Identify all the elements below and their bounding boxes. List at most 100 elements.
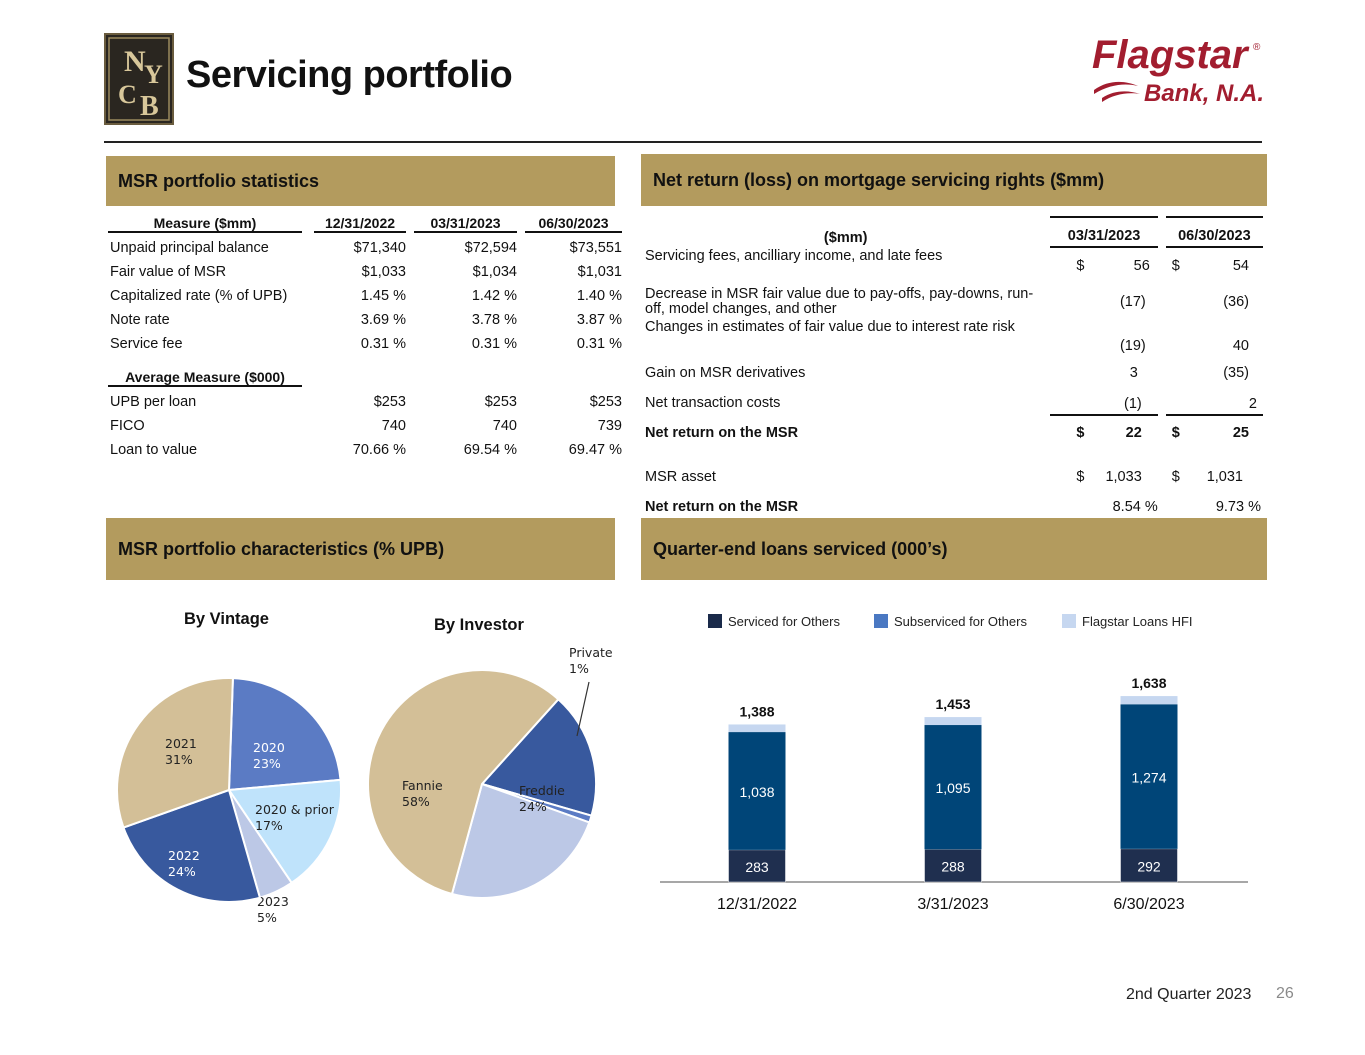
row-label: Fair value of MSR bbox=[110, 264, 227, 280]
bar-value-label: 1,274 bbox=[1131, 770, 1166, 786]
table-row-total: Net return on the MSR $ 22 $ 25 bbox=[641, 418, 1263, 448]
pie-slice-freddie bbox=[450, 782, 591, 899]
section-msr-characteristics: MSR portfolio characteristics (% UPB) bbox=[106, 518, 615, 580]
bar-segment-serviced bbox=[924, 849, 982, 883]
legend-swatch bbox=[708, 614, 722, 628]
pie-label: Freddie bbox=[519, 783, 565, 798]
pie-percent: 23% bbox=[253, 756, 281, 771]
column-header: Measure ($mm) bbox=[108, 215, 302, 233]
row-label: FICO bbox=[110, 418, 145, 434]
table-row: Gain on MSR derivatives 3 (35) bbox=[641, 358, 1263, 388]
cell-value: $253 bbox=[373, 394, 406, 410]
legend-swatch bbox=[874, 614, 888, 628]
bar-segment-hfi bbox=[728, 724, 786, 733]
cell-value: 22 bbox=[1125, 425, 1142, 441]
net-return-table: ($mm) 03/31/2023 06/30/2023 Servicing fe… bbox=[641, 214, 1263, 522]
bar-total-label: 1,638 bbox=[1131, 675, 1166, 691]
cell-value: 1.40 % bbox=[576, 288, 622, 304]
cell-value: 739 bbox=[597, 418, 622, 434]
table-row: Service fee 0.31 % 0.31 % 0.31 % bbox=[106, 332, 622, 356]
svg-text:B: B bbox=[140, 91, 159, 122]
chart-title-vintage: By Vintage bbox=[184, 610, 269, 628]
cell-value: (36) bbox=[1223, 294, 1249, 310]
pie-percent: 24% bbox=[168, 864, 196, 879]
table-row: Unpaid principal balance $71,340 $72,594 $7… bbox=[106, 236, 622, 260]
nycb-logo: N Y C B bbox=[104, 33, 174, 125]
legend-label: Flagstar Loans HFI bbox=[1082, 614, 1193, 629]
cell-value: 0.31 % bbox=[360, 336, 406, 352]
table-row: FICO 740 740 739 bbox=[106, 414, 622, 438]
legend-label: Serviced for Others bbox=[728, 614, 840, 629]
cell-value: 69.54 % bbox=[463, 442, 517, 458]
bar-segment-subserviced bbox=[924, 725, 982, 850]
column-header: 06/30/2023 bbox=[1165, 216, 1263, 248]
leader-line bbox=[576, 681, 590, 737]
pie-slice-2021 bbox=[116, 677, 234, 829]
cell-value: 2 bbox=[1248, 396, 1257, 412]
svg-text:®: ® bbox=[1253, 42, 1261, 53]
cell-value: $71,340 bbox=[353, 240, 406, 256]
cell-value: 0.31 % bbox=[471, 336, 517, 352]
row-label: Net return on the MSR bbox=[645, 425, 799, 441]
currency-symbol bbox=[1162, 320, 1184, 358]
row-label: UPB per loan bbox=[110, 394, 197, 410]
table-row: Decrease in MSR fair value due to pay-of… bbox=[641, 284, 1263, 320]
column-header: 12/31/2022 bbox=[314, 215, 406, 233]
cell-value: 1,031 bbox=[1206, 469, 1243, 485]
cell-value: 40 bbox=[1232, 338, 1249, 354]
cell-value: 3.69 % bbox=[360, 312, 406, 328]
column-header: 03/31/2023 bbox=[414, 215, 517, 233]
row-label: Service fee bbox=[110, 336, 183, 352]
table-row: Changes in estimates of fair value due t… bbox=[641, 320, 1263, 358]
pie-slice-fannie bbox=[367, 669, 560, 896]
cell-value: 3.78 % bbox=[471, 312, 517, 328]
cell-value: 56 bbox=[1133, 258, 1150, 274]
currency-symbol bbox=[1050, 358, 1084, 388]
table-row: Fair value of MSR $1,033 $1,034 $1,031 bbox=[106, 260, 622, 284]
row-label: Net return on the MSR bbox=[645, 499, 799, 515]
currency-symbol: $ bbox=[1171, 425, 1180, 441]
cell-value: 1.45 % bbox=[360, 288, 406, 304]
row-label: Changes in estimates of fair value due t… bbox=[645, 319, 1015, 335]
table-header-row: Measure ($mm) 12/31/2022 03/31/2023 06/3… bbox=[106, 212, 622, 236]
row-label: Gain on MSR derivatives bbox=[645, 365, 806, 381]
cell-value: $1,031 bbox=[577, 264, 622, 280]
bar-segment-subserviced bbox=[1120, 704, 1178, 849]
x-tick-label: 12/31/2022 bbox=[717, 896, 797, 913]
table-row: Note rate 3.69 % 3.78 % 3.87 % bbox=[106, 308, 622, 332]
row-label: MSR asset bbox=[645, 469, 716, 485]
row-label: Servicing fees, ancilliary income, and l… bbox=[645, 248, 943, 264]
cell-value: $73,551 bbox=[569, 240, 622, 256]
cell-value: 54 bbox=[1232, 258, 1249, 274]
table-row: UPB per loan $253 $253 $253 bbox=[106, 390, 622, 414]
table-header-row: ($mm) 03/31/2023 06/30/2023 bbox=[641, 214, 1263, 248]
row-label: Note rate bbox=[110, 312, 170, 328]
x-tick-label: 6/30/2023 bbox=[1113, 896, 1184, 913]
cell-value: 740 bbox=[492, 418, 517, 434]
cell-value: (17) bbox=[1119, 294, 1146, 310]
pie-percent: 5% bbox=[257, 910, 277, 925]
cell-value: 3 bbox=[1129, 365, 1138, 381]
cell-value: $253 bbox=[589, 394, 622, 410]
svg-text:Y: Y bbox=[144, 60, 163, 89]
pie-percent: 17% bbox=[255, 818, 283, 833]
pie-label: 2020 bbox=[253, 740, 285, 755]
pie-label: 2020 & prior bbox=[255, 802, 335, 817]
cell-value: (1) bbox=[1124, 396, 1142, 412]
table-row: Servicing fees, ancilliary income, and l… bbox=[641, 248, 1263, 284]
footer-quarter: 2nd Quarter 2023 bbox=[1126, 986, 1252, 1003]
column-header: 06/30/2023 bbox=[525, 215, 622, 233]
cell-value: 25 bbox=[1232, 425, 1249, 441]
pie-slice-2022 bbox=[122, 788, 262, 903]
bar-value-label: 1,038 bbox=[739, 784, 774, 800]
column-header: 03/31/2023 bbox=[1050, 216, 1158, 248]
msr-stats-table: Measure ($mm) 12/31/2022 03/31/2023 06/3… bbox=[106, 212, 622, 462]
currency-symbol: $ bbox=[1076, 425, 1085, 441]
cell-value: $1,033 bbox=[361, 264, 406, 280]
pie-label: 2022 bbox=[168, 848, 200, 863]
cell-value: 8.54 % bbox=[1112, 499, 1158, 515]
currency-symbol: $ bbox=[1076, 258, 1085, 274]
bar-segment-hfi bbox=[924, 717, 982, 726]
table-row: Loan to value 70.66 % 69.54 % 69.47 % bbox=[106, 438, 622, 462]
